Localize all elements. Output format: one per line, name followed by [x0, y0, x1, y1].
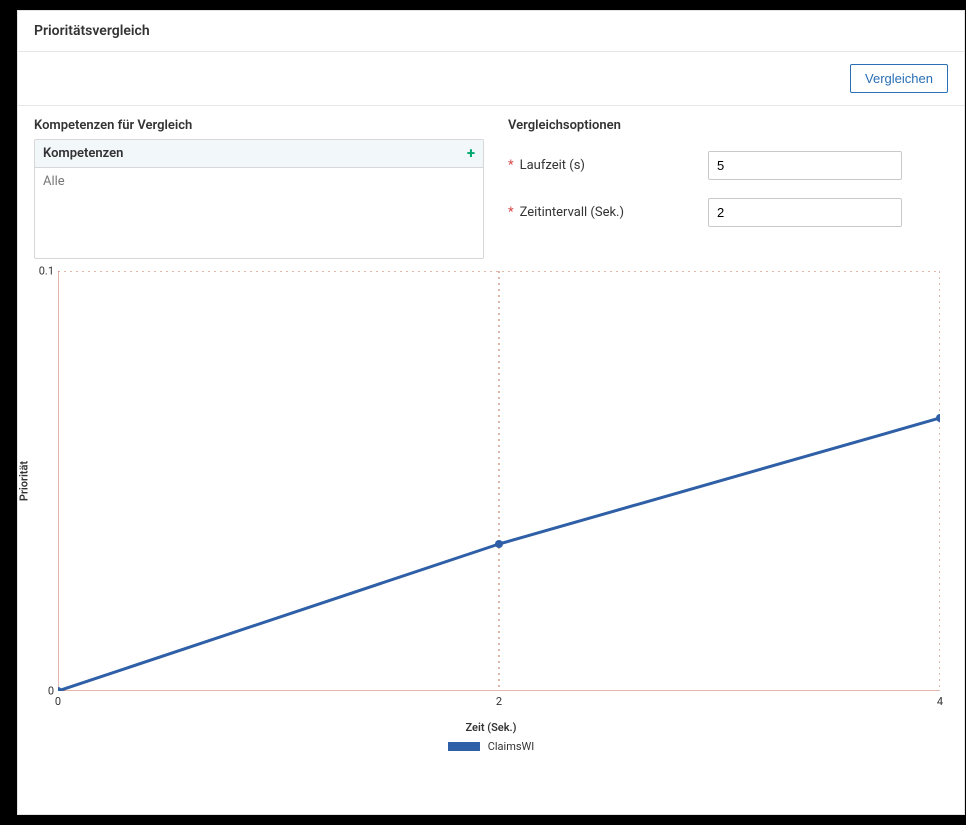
chart-y-tick: 0	[30, 685, 54, 698]
required-marker: *	[508, 205, 514, 220]
chart-x-tick: 2	[496, 695, 502, 708]
options-section-title: Vergleichsoptionen	[508, 118, 948, 133]
interval-label: Zeitintervall (Sek.)	[520, 205, 624, 220]
required-marker: *	[508, 158, 514, 173]
chart-x-tick: 0	[55, 695, 61, 708]
runtime-label: Laufzeit (s)	[520, 158, 585, 173]
competences-column: Kompetenzen für Vergleich Kompetenzen + …	[34, 118, 484, 259]
interval-input[interactable]	[708, 198, 902, 227]
chart-x-ticks: 0 2 4	[58, 691, 940, 711]
interval-row: * Zeitintervall (Sek.)	[508, 198, 948, 227]
legend-series-label: ClaimsWI	[488, 740, 535, 753]
dialog-title: Prioritätsvergleich	[18, 11, 964, 52]
chart-canvas	[58, 271, 940, 691]
options-column: Vergleichsoptionen * Laufzeit (s) * Zeit…	[508, 118, 948, 259]
interval-label-wrap: * Zeitintervall (Sek.)	[508, 205, 708, 220]
chart-y-axis-label: Priorität	[18, 461, 31, 501]
runtime-input[interactable]	[708, 151, 902, 180]
competences-listbox-item[interactable]: Alle	[35, 168, 483, 195]
competences-section-title: Kompetenzen für Vergleich	[34, 118, 484, 133]
priority-chart: Priorität 024 00.1	[58, 271, 940, 691]
runtime-row: * Laufzeit (s)	[508, 151, 948, 180]
toolbar: Vergleichen	[18, 52, 964, 106]
compare-button[interactable]: Vergleichen	[850, 64, 948, 93]
legend-swatch	[448, 742, 480, 751]
add-competence-icon[interactable]: +	[467, 146, 475, 161]
chart-x-axis-label: Zeit (Sek.)	[18, 721, 964, 734]
competences-listbox-header: Kompetenzen +	[35, 140, 483, 168]
dialog-priority-comparison: Prioritätsvergleich Vergleichen Kompeten…	[17, 10, 965, 815]
config-panel: Kompetenzen für Vergleich Kompetenzen + …	[18, 106, 964, 259]
runtime-label-wrap: * Laufzeit (s)	[508, 158, 708, 173]
chart-x-tick: 4	[937, 695, 943, 708]
chart-y-tick: 0.1	[30, 265, 54, 278]
competences-listbox: Kompetenzen + Alle	[34, 139, 484, 259]
chart-legend: ClaimsWI	[18, 740, 964, 753]
competences-listbox-header-label: Kompetenzen	[43, 146, 123, 161]
